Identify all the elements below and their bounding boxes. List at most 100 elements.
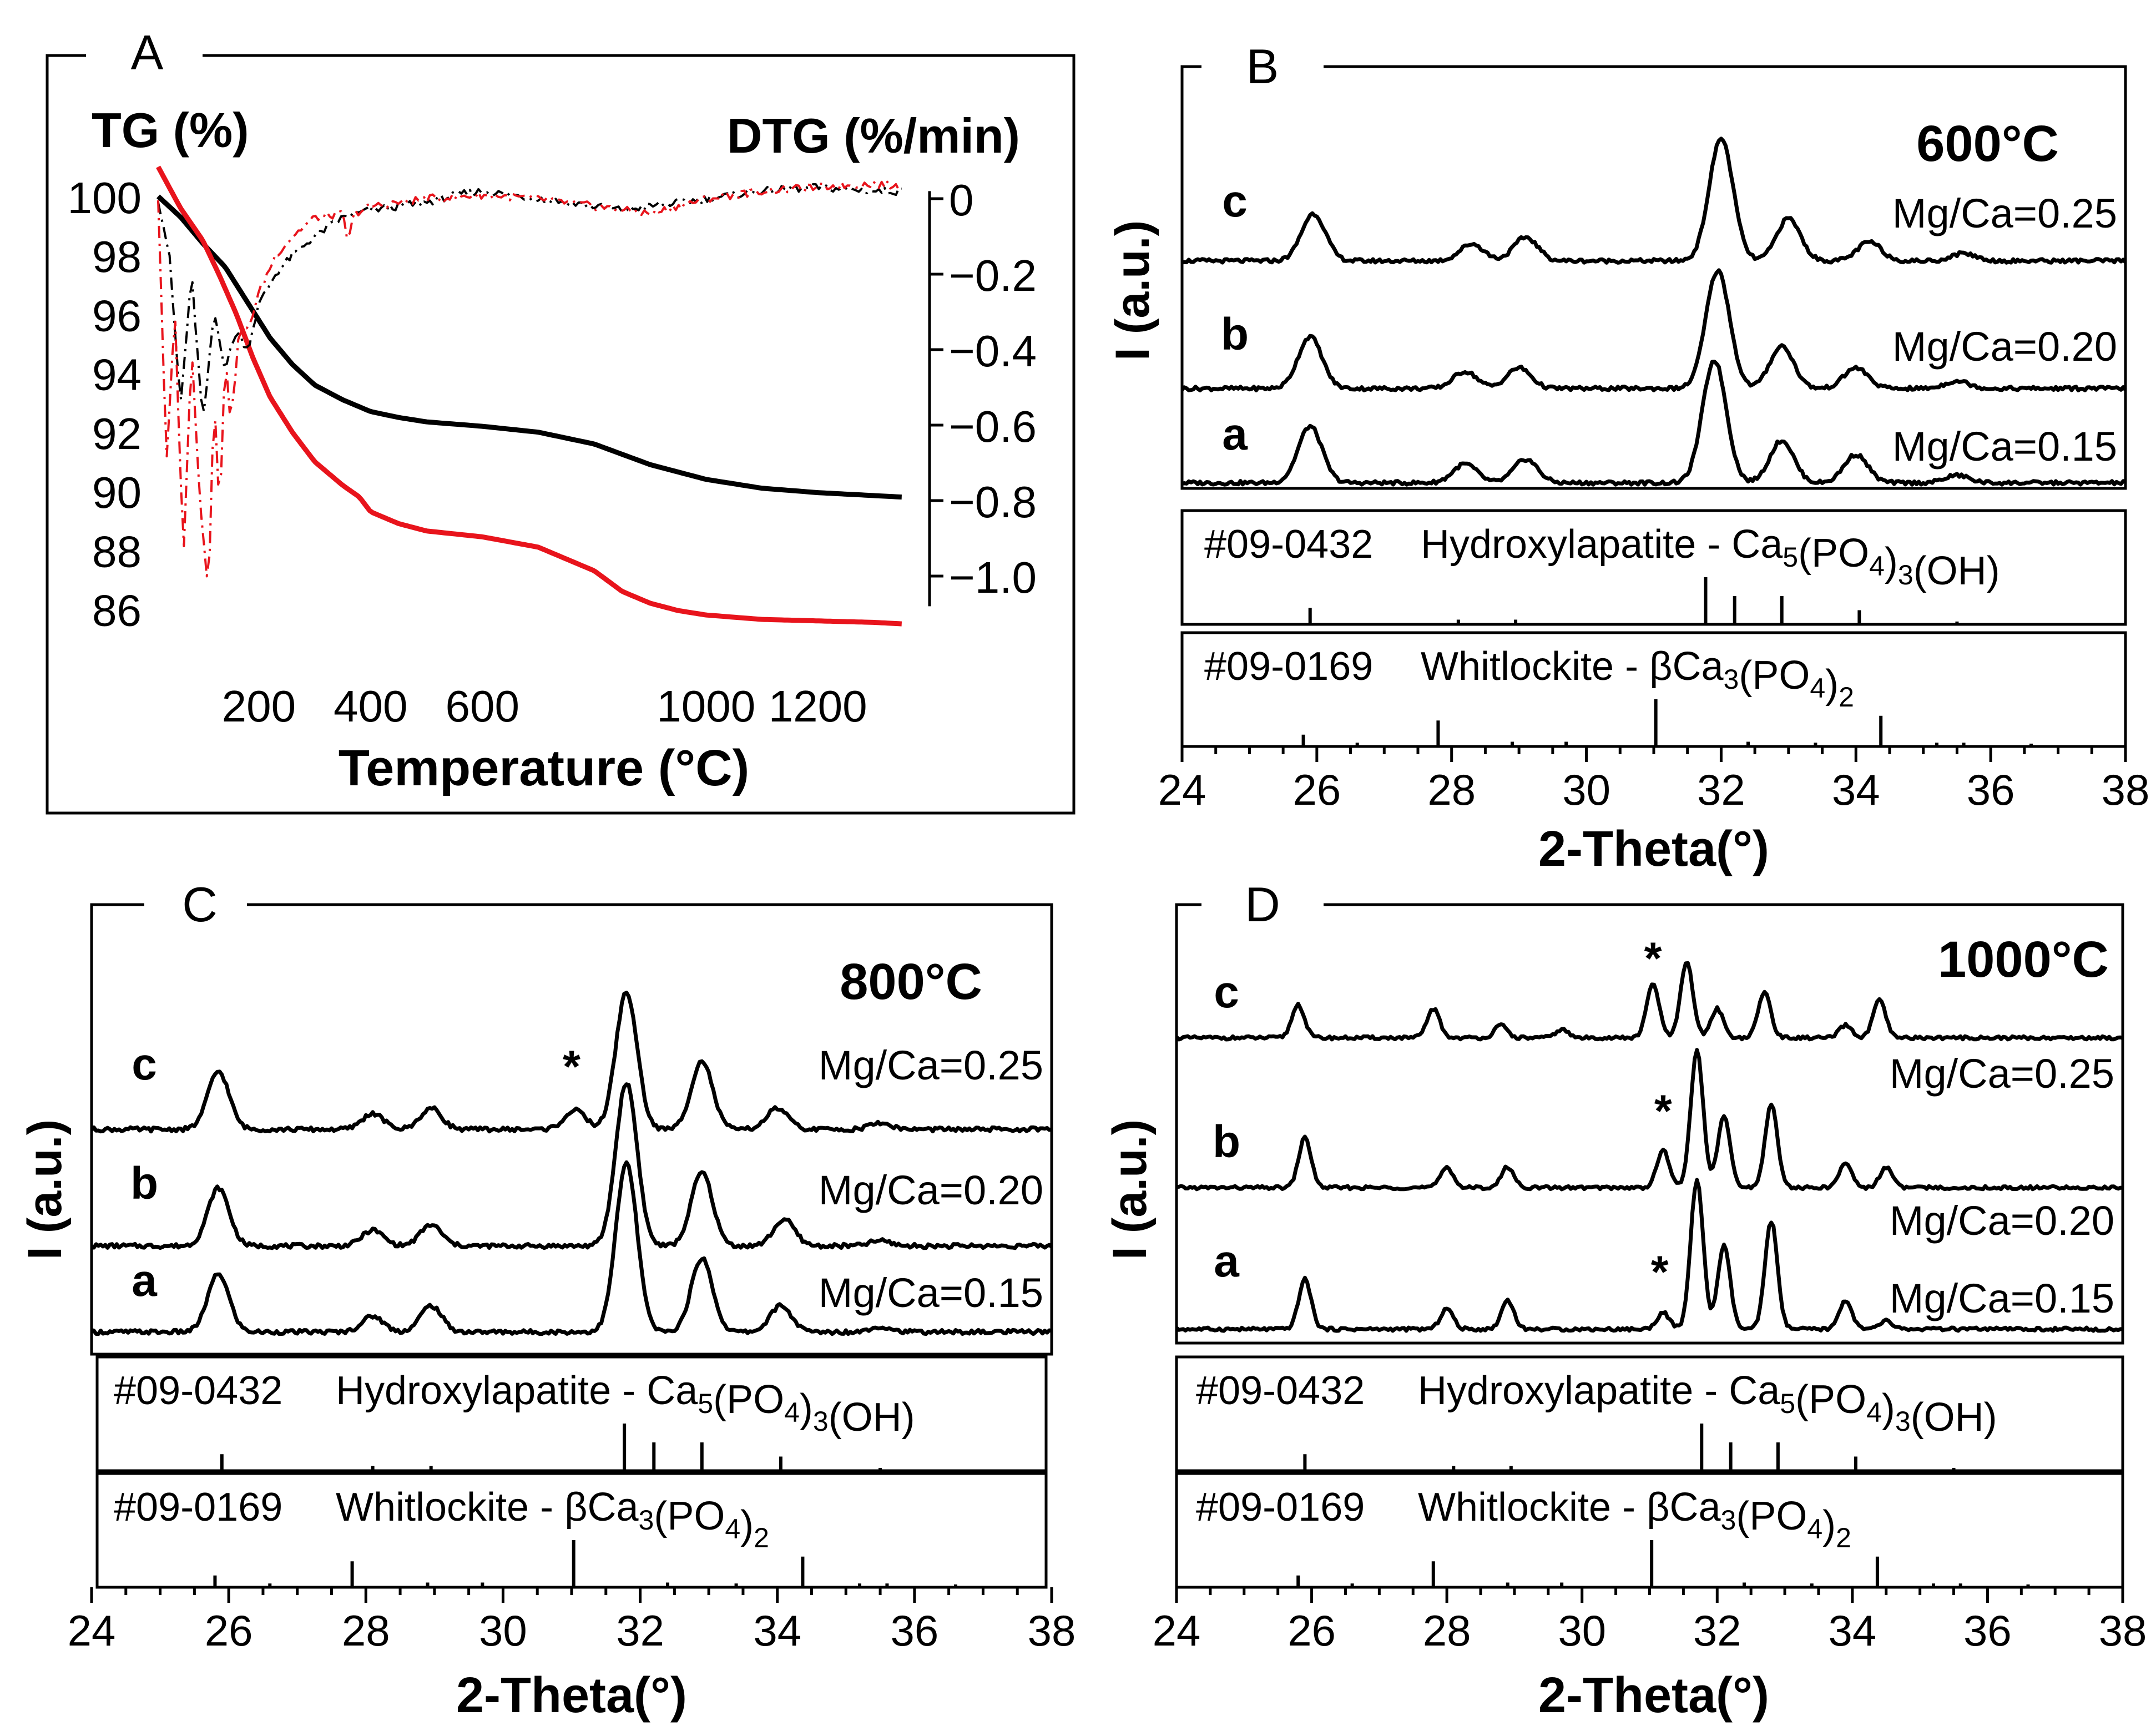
panel-d-frame [1175, 903, 2124, 1345]
panel-a-right-tick-label: −0.6 [949, 402, 1037, 451]
panel-b-trace-label: Mg/Ca=0.20 [1892, 324, 2117, 370]
panel-b-frame [1180, 65, 2127, 490]
panel-c-trace-label: Mg/Ca=0.15 [819, 1270, 1043, 1316]
panel-c-trace-letter: a [132, 1255, 158, 1306]
panel-b-x-axis-title: 2-Theta(°) [1538, 821, 1769, 877]
panel-c-traces: a Mg/Ca=0.15 b Mg/Ca=0.20 c Mg/Ca=0.25 * [90, 991, 1053, 1336]
panel-d-x-tick-label: 34 [1828, 1606, 1876, 1655]
panel-b-reference-lines: #09-0432 Hydroxylapatite - Ca5(PO4)3(OH) #… [1204, 522, 2033, 746]
panel-d-reference-lines: #09-0432 Hydroxylapatite - Ca5(PO4)3(OH) #… [1196, 1369, 2030, 1587]
panel-c-trace-c [90, 991, 1052, 1134]
panel-d-x-tick-label: 36 [1963, 1606, 2012, 1655]
panel-a-x-tick-label: 1200 [769, 682, 867, 731]
panel-a-x-axis-title: Temperature (°C) [339, 740, 750, 796]
panel-c-trace-a [91, 1160, 1052, 1336]
panel-a-x-tick-label: 600 [446, 682, 519, 731]
panel-a-x-ticks: 200 400 600 1000 1200 [222, 682, 867, 731]
panel-a-right-tick-label: −0.8 [949, 477, 1037, 527]
panel-b-trace-label: Mg/Ca=0.15 [1892, 423, 2117, 470]
panel-c-trace-letter: b [130, 1158, 158, 1209]
panel-b-x-tick-label: 30 [1562, 765, 1610, 814]
panel-a-right-tick-label: −0.2 [949, 251, 1037, 300]
panel-d-x-tick-label: 30 [1558, 1606, 1606, 1655]
panel-b-x-tick-label: 34 [1832, 765, 1880, 814]
panel-d-x-tick-label: 24 [1153, 1606, 1201, 1655]
panel-d-x-ticks: 24 26 28 30 32 34 36 38 [1153, 1587, 2147, 1655]
panel-a-series-dtg-black [157, 183, 902, 412]
panel-d-ref1-frame [1175, 1355, 2124, 1472]
panel-a-right-ticks: 0 −0.2 −0.4 −0.6 −0.8 −1.0 [928, 175, 1037, 607]
panel-c-x-tick-label: 30 [479, 1606, 527, 1655]
panel-c-x-tick-label: 26 [205, 1606, 253, 1655]
panel-b-x-ticks: 24 26 28 30 32 34 36 38 [1158, 746, 2150, 814]
panel-c-ref-name: Whitlockite - βCa3(PO4)2 [336, 1485, 769, 1553]
panel-c-x-tick-label: 24 [68, 1606, 116, 1655]
panel-c-ref-code: #09-0169 [114, 1485, 282, 1530]
panel-c-ref-name: Hydroxylapatite - Ca5(PO4)3(OH) [336, 1369, 915, 1440]
panel-a-x-tick-label: 200 [222, 682, 296, 731]
panel-c-trace-label: Mg/Ca=0.20 [819, 1167, 1043, 1213]
panel-b-trace-a [1181, 360, 2126, 487]
panel-c-x-axis-title: 2-Theta(°) [456, 1668, 687, 1723]
panel-c-asterisk: * [563, 1042, 580, 1092]
panel-c-x-ticks: 24 26 28 30 32 34 36 38 [68, 1587, 1076, 1655]
panel-d-x-tick-label: 32 [1693, 1606, 1741, 1655]
panel-c-x-tick-label: 38 [1028, 1606, 1076, 1655]
panel-c-x-tick-label: 28 [342, 1606, 390, 1655]
panel-c-ref-code: #09-0432 [114, 1369, 282, 1413]
panel-d-traces: a Mg/Ca=0.15 b Mg/Ca=0.20 c Mg/Ca=0.25 * * * [1175, 933, 2123, 1333]
panel-b-x-tick-label: 36 [1967, 765, 2015, 814]
panel-c-trace-letter: c [132, 1039, 157, 1089]
panel-d: D 1000°C I (a.u.) 2-Theta(°) a Mg/Ca=0.15… [1103, 877, 2147, 1723]
panel-a-series-dtg-red [157, 180, 902, 578]
panel-b-x-tick-label: 26 [1292, 765, 1341, 814]
panel-a-left-tick-label: 86 [92, 586, 142, 635]
panel-a-series-tg-black [156, 194, 902, 500]
panel-c: C 800°C I (a.u.) 2-Theta(°) a Mg/Ca=0.15 b… [18, 877, 1076, 1723]
panel-b-ref-code: #09-0169 [1204, 644, 1373, 689]
panel-c-letter: C [182, 877, 218, 932]
panel-b-ref-code: #09-0432 [1204, 522, 1373, 567]
panel-d-x-axis-title: 2-Theta(°) [1538, 1668, 1769, 1723]
panel-b-trace-b [1180, 268, 2127, 392]
panel-d-trace-label: Mg/Ca=0.20 [1890, 1198, 2114, 1244]
panel-d-x-tick-label: 38 [2099, 1606, 2147, 1655]
panel-d-ref-name: Hydroxylapatite - Ca5(PO4)3(OH) [1418, 1369, 1997, 1440]
panel-d-x-tick-label: 26 [1287, 1606, 1336, 1655]
panel-b-y-axis-title: I (a.u.) [1106, 220, 1159, 361]
panel-b-trace-c [1181, 137, 2127, 265]
panel-a-left-ticks: 100 98 96 94 92 90 88 86 [68, 173, 142, 635]
panel-a-plot [156, 165, 902, 627]
panel-a-x-tick-label: 1000 [657, 682, 755, 731]
panel-b-ref-name: Whitlockite - βCa3(PO4)2 [1421, 644, 1854, 713]
panel-c-title: 800°C [840, 953, 982, 1010]
panel-a: A TG (%) DTG (%/min) Temperature (°C) 10… [46, 25, 1076, 815]
panel-c-frame [90, 903, 1053, 1356]
panel-a-left-tick-label: 88 [92, 527, 142, 576]
panel-d-trace-letter: a [1214, 1236, 1240, 1286]
panel-b-trace-letter: c [1222, 176, 1248, 226]
panel-b-title: 600°C [1916, 115, 2059, 172]
panel-b-x-tick-label: 24 [1158, 765, 1206, 814]
panel-a-left-tick-label: 96 [92, 291, 142, 340]
panel-c-y-axis-title: I (a.u.) [18, 1119, 72, 1260]
panel-d-ref-code: #09-0169 [1196, 1485, 1365, 1530]
panel-a-left-tick-label: 98 [92, 232, 142, 281]
panel-c-x-tick-label: 34 [753, 1606, 801, 1655]
panel-d-trace-letter: b [1213, 1117, 1240, 1167]
panel-b: B 600°C I (a.u.) 2-Theta(°) a Mg/Ca=0.15 b… [1106, 39, 2149, 877]
panel-d-y-axis-title: I (a.u.) [1103, 1119, 1157, 1260]
panel-b-x-tick-label: 38 [2102, 765, 2150, 814]
panel-c-trace-label: Mg/Ca=0.25 [819, 1042, 1043, 1088]
panel-d-x-tick-label: 28 [1423, 1606, 1471, 1655]
panel-b-letter: B [1246, 39, 1279, 94]
panel-a-left-tick-label: 94 [92, 350, 142, 400]
panel-b-trace-letter: a [1222, 409, 1248, 460]
panel-d-trace-b [1176, 1048, 2123, 1192]
panel-a-left-tick-label: 100 [68, 173, 142, 223]
panel-c-ref1-frame [95, 1355, 1048, 1472]
panel-a-series-tg-red [156, 165, 902, 627]
panel-d-trace-letter: c [1214, 967, 1239, 1017]
panel-c-x-tick-label: 32 [616, 1606, 664, 1655]
